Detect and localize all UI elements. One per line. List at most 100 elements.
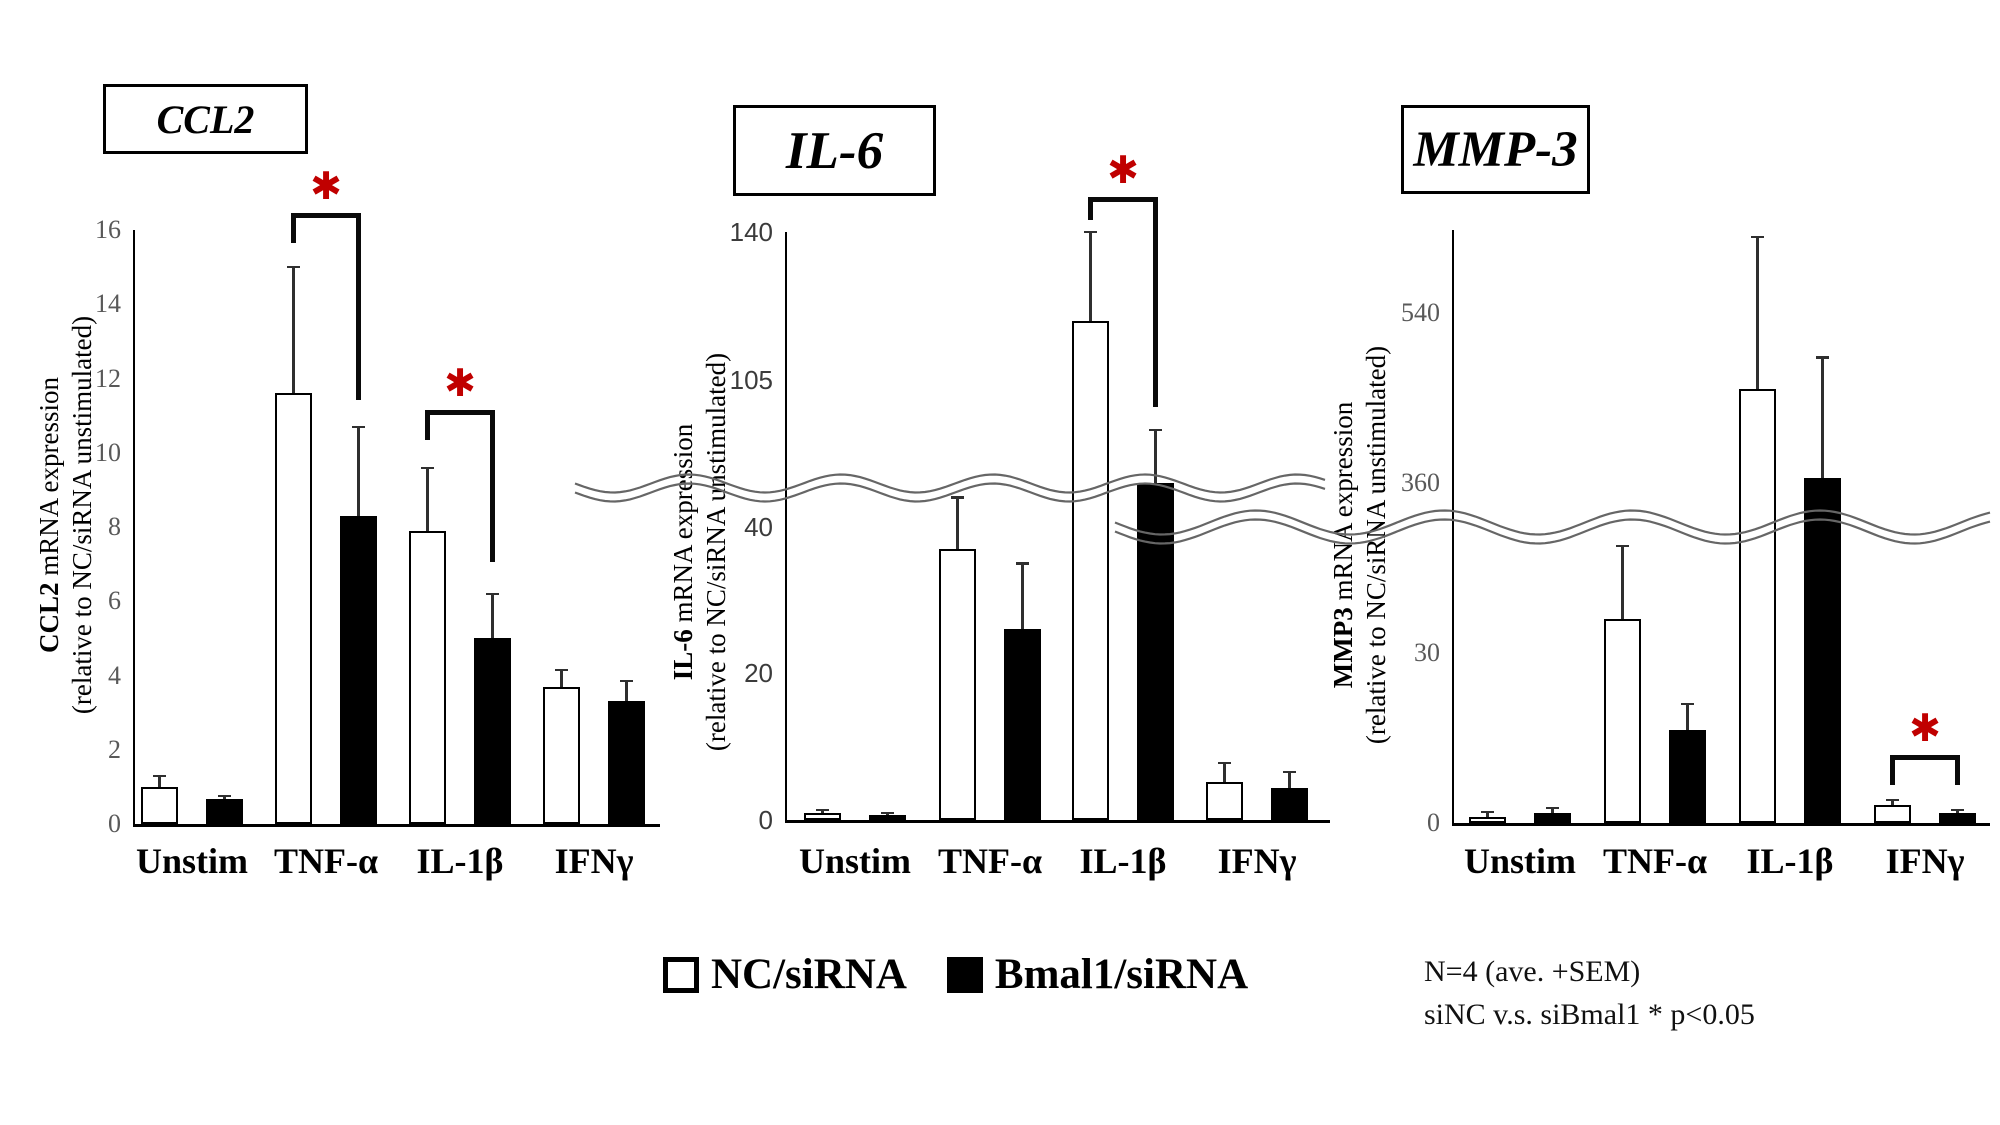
significance-asterisk: ✱ — [1909, 707, 1941, 750]
chart-title: CCL2 — [156, 96, 255, 142]
y-tick-label: 6 — [108, 586, 121, 616]
y-tick-label: 8 — [108, 512, 121, 541]
x-category-label: TNF-α — [273, 841, 379, 881]
error-bar-line — [1288, 771, 1291, 788]
x-category-label: IL-1β — [1746, 841, 1834, 881]
error-bar-cap — [1816, 356, 1829, 359]
error-bar-line — [1956, 809, 1959, 813]
note-significance: siNC v.s. siBmal1 * p<0.05 — [1424, 998, 1755, 1031]
error-bar-cap — [555, 668, 568, 672]
x-axis — [1451, 823, 1990, 826]
significance-bracket-bar — [1890, 754, 1960, 760]
significance-bracket-leg-right — [490, 409, 495, 563]
x-axis — [132, 824, 660, 827]
error-bar-line — [491, 593, 494, 639]
error-bar-line — [1089, 232, 1092, 321]
error-bar-cap — [352, 425, 365, 428]
error-bar-line — [821, 809, 824, 813]
significance-bracket-leg-left — [1088, 196, 1093, 221]
significance-asterisk: ✱ — [1107, 149, 1139, 192]
y-tick-label: 0 — [1427, 808, 1440, 837]
error-bar-cap — [816, 808, 829, 811]
x-category-label: TNF-α — [937, 841, 1043, 881]
y-tick-label: 2 — [108, 734, 121, 764]
legend: NC/siRNA Bmal1/siRNA — [663, 950, 1248, 999]
significance-bracket-leg-left — [1890, 754, 1895, 786]
error-bar-line — [426, 467, 429, 531]
error-bar-line — [560, 669, 563, 687]
significance-bracket-leg-right — [356, 212, 361, 400]
figure-notes: N=4 (ave. +SEM) siNC v.s. siBmal1 * p<0.… — [1424, 950, 1755, 1036]
error-bar-line — [1486, 812, 1489, 817]
error-bar-cap — [218, 795, 231, 798]
y-tick-label: 30 — [1414, 638, 1440, 668]
bar-nc-sirna — [409, 530, 446, 824]
x-category-label: IFNγ — [1885, 841, 1965, 881]
bar-nc-sirna — [804, 812, 841, 820]
bar-bmal1-sirna — [1137, 482, 1174, 820]
error-bar-line — [357, 426, 360, 516]
bar-nc-sirna — [1469, 816, 1506, 823]
chart-title: IL-6 — [785, 121, 884, 180]
bar-bmal1-sirna — [1534, 812, 1571, 823]
error-bar-cap — [1951, 808, 1964, 812]
bar-bmal1-sirna — [1669, 730, 1706, 823]
x-category-label: Unstim — [798, 841, 911, 881]
y-tick-label: 0 — [108, 809, 121, 838]
error-bar-cap — [153, 774, 166, 777]
bar-bmal1-sirna — [869, 814, 906, 820]
error-bar-cap — [1886, 798, 1899, 801]
bar-bmal1-sirna — [206, 799, 243, 824]
bar-bmal1-sirna — [1939, 812, 1976, 823]
error-bar-cap — [881, 811, 894, 815]
note-sample-size: N=4 (ave. +SEM) — [1424, 955, 1641, 988]
chart-title-box: IL-6 — [733, 105, 936, 196]
x-category-label: IL-1β — [416, 841, 504, 881]
y-axis — [784, 232, 787, 823]
significance-bracket-leg-left — [291, 212, 296, 244]
legend-swatch-bmal1-sirna — [946, 956, 983, 993]
bar-nc-sirna — [141, 786, 178, 824]
bar-bmal1-sirna — [1004, 629, 1041, 820]
x-category-label: IL-1β — [1079, 841, 1167, 881]
y-tick-label: 540 — [1401, 298, 1440, 328]
error-bar-line — [1021, 563, 1024, 630]
significance-bracket-leg-right — [1153, 196, 1158, 408]
y-axis — [132, 230, 135, 827]
bar-nc-sirna — [939, 548, 976, 820]
x-category-label: IFNγ — [1217, 841, 1297, 881]
legend-label-bmal1-sirna: Bmal1/siRNA — [994, 951, 1249, 998]
y-tick-label: 20 — [744, 658, 773, 689]
y-tick-label: 140 — [729, 217, 773, 247]
bar-bmal1-sirna — [608, 701, 645, 824]
error-bar-cap — [620, 679, 633, 683]
error-bar-line — [1551, 808, 1554, 813]
bar-nc-sirna — [1604, 619, 1641, 823]
bar-nc-sirna — [1072, 320, 1109, 820]
bar-bmal1-sirna — [474, 638, 511, 824]
bar-nc-sirna — [543, 686, 580, 824]
error-bar-line — [292, 267, 295, 394]
error-bar-cap — [951, 496, 964, 499]
error-bar-line — [1821, 357, 1824, 479]
y-tick-label: 40 — [744, 511, 773, 542]
x-category-label: Unstim — [135, 841, 248, 881]
significance-bracket-bar — [291, 212, 361, 218]
error-bar-cap — [1481, 811, 1494, 814]
y-axis-title: IL-6 mRNA expression (relative to NC/siRN… — [668, 352, 731, 752]
error-bar-line — [158, 775, 161, 787]
error-bar-cap — [486, 592, 499, 595]
x-category-label: Unstim — [1463, 841, 1576, 881]
significance-bracket-leg-left — [425, 409, 430, 441]
bar-nc-sirna — [1739, 388, 1776, 823]
error-bar-cap — [1016, 562, 1029, 565]
error-bar-cap — [1218, 761, 1231, 764]
error-bar-cap — [1616, 544, 1629, 547]
significance-bracket-bar — [1088, 196, 1158, 202]
y-tick-label: 0 — [758, 805, 773, 835]
y-axis — [1451, 230, 1454, 826]
x-category-label: IFNγ — [554, 841, 634, 881]
error-bar-cap — [1681, 703, 1694, 706]
bar-nc-sirna — [275, 393, 312, 824]
